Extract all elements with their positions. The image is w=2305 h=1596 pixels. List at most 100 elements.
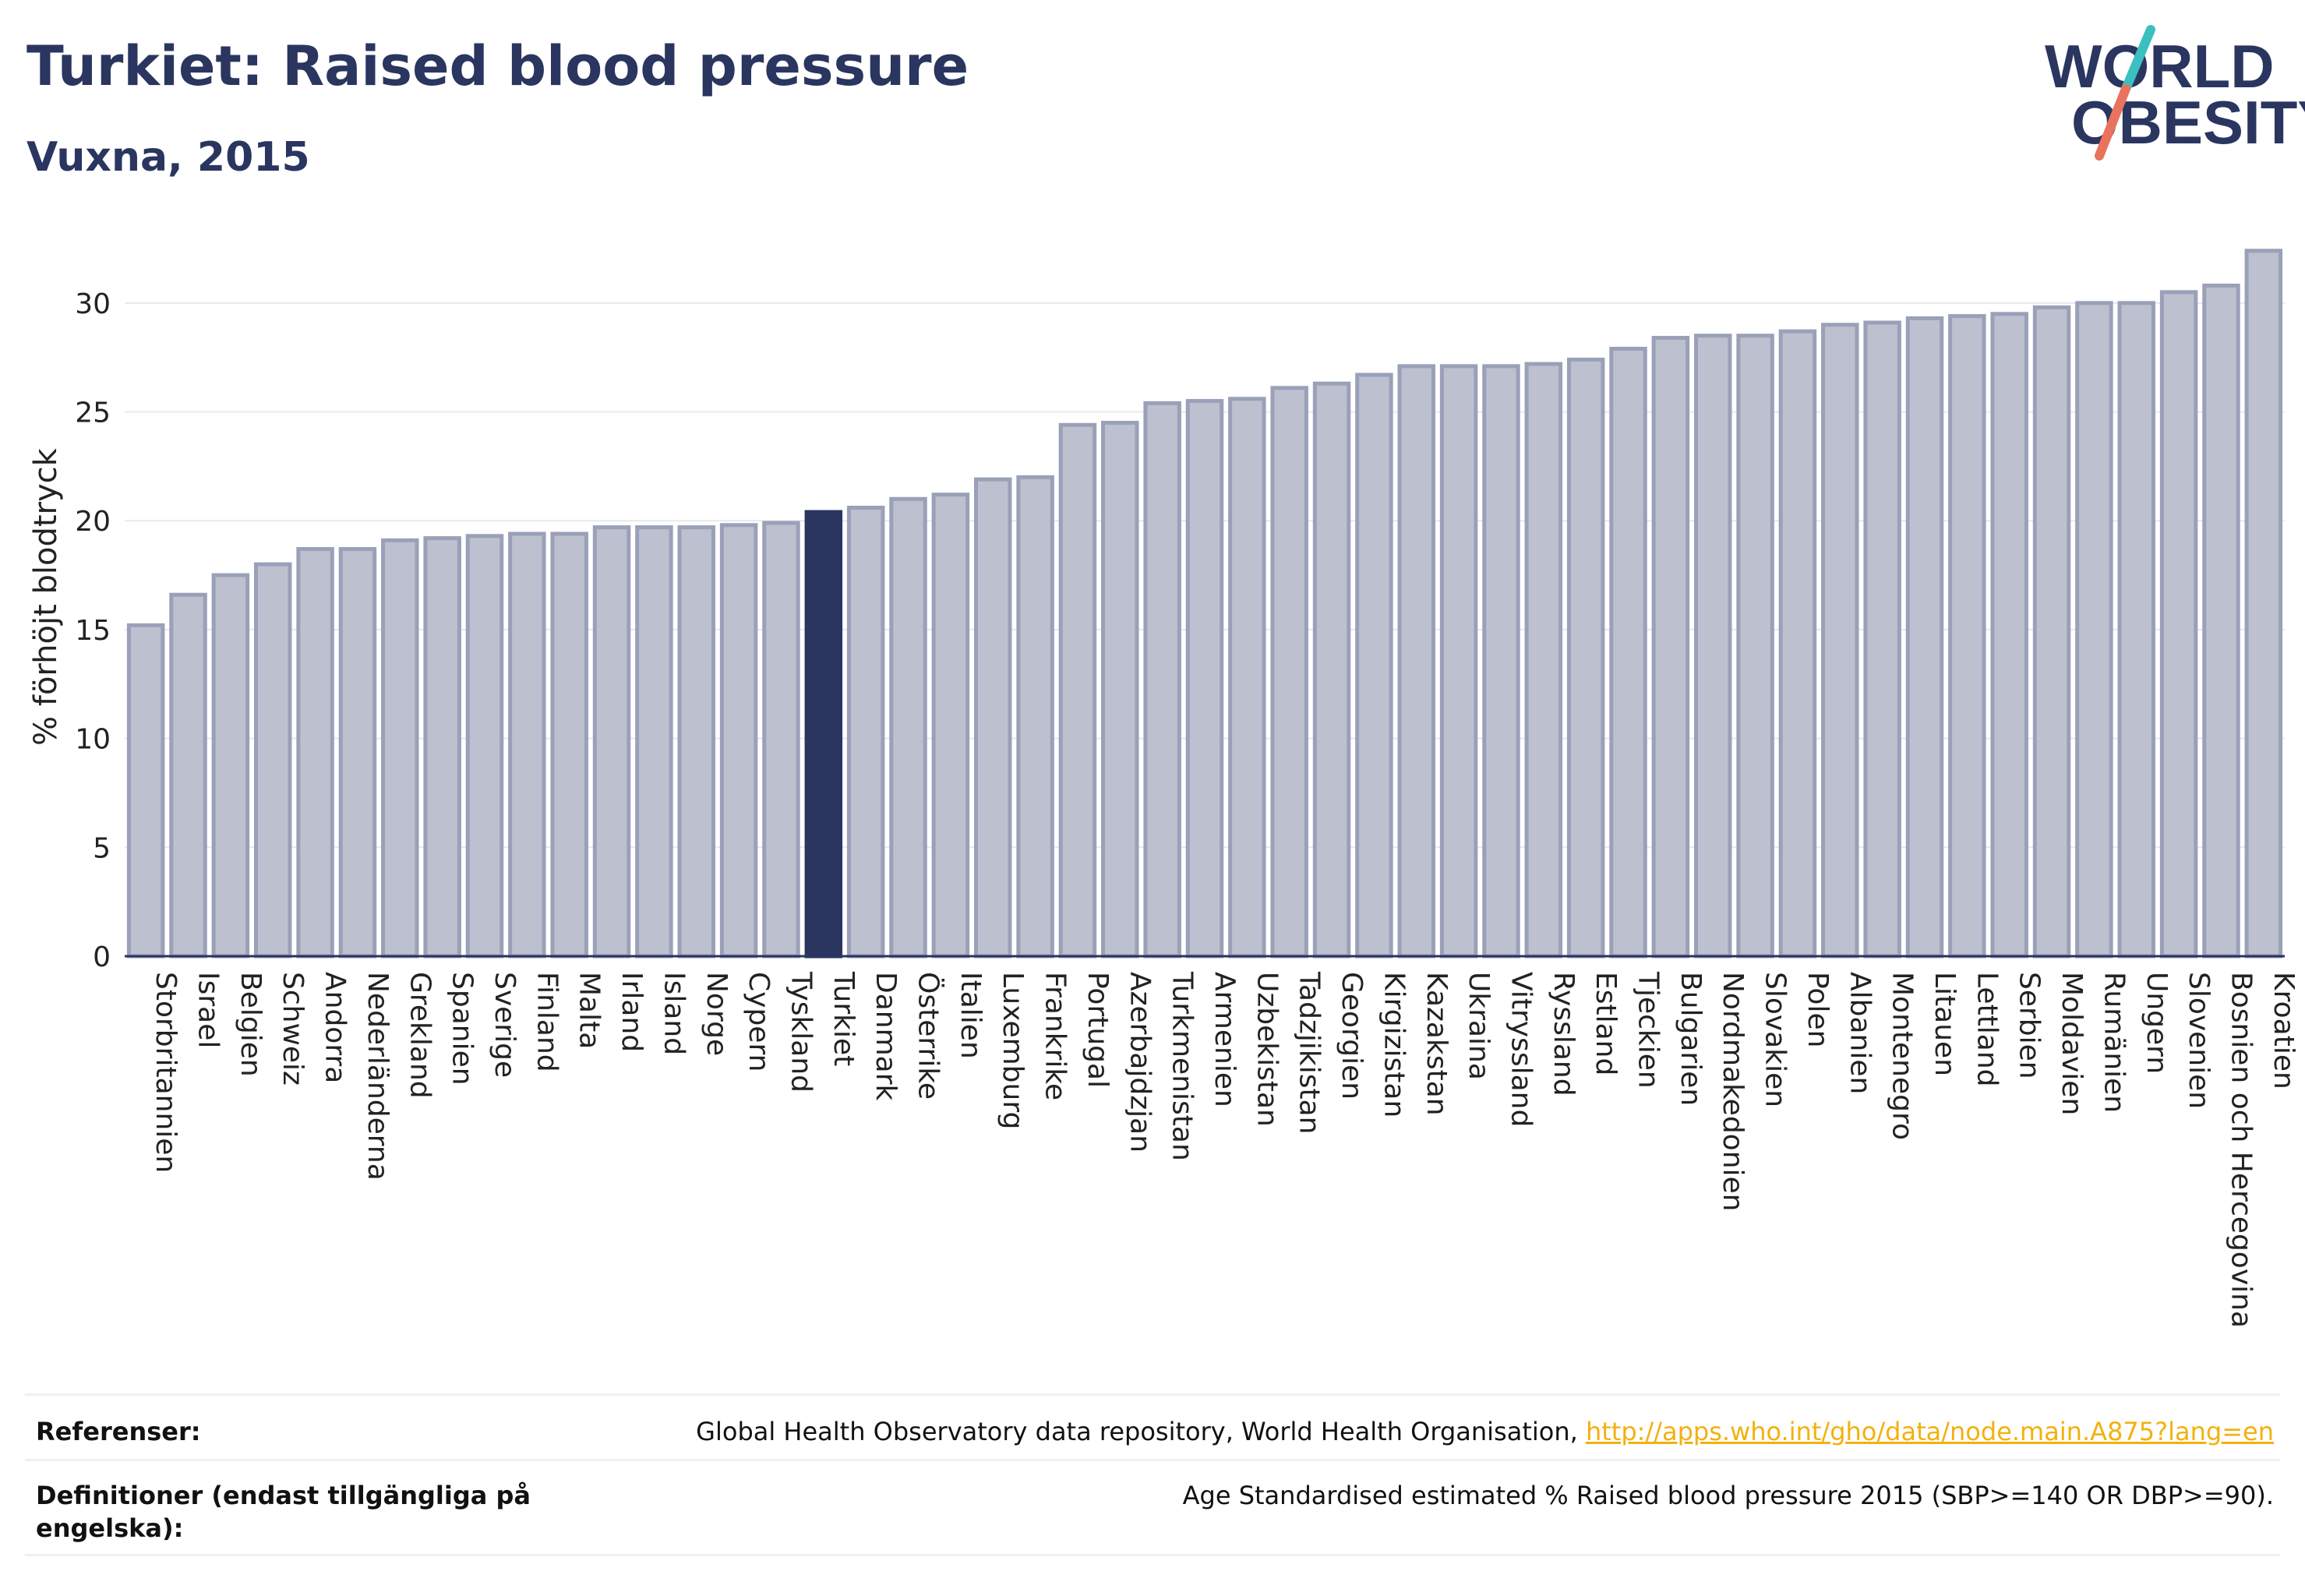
definitions-label: Definitioner (endast tillgängliga på eng…	[36, 1481, 531, 1543]
x-tick-label: Lettland	[1971, 972, 2003, 1087]
x-tick-label: Spanien	[447, 972, 478, 1086]
bar	[931, 493, 970, 959]
bar	[1312, 381, 1351, 959]
x-tick-label: Slovakien	[1760, 972, 1791, 1107]
bar	[338, 547, 377, 959]
y-axis-label: % förhöjt blodtryck	[28, 447, 64, 746]
bar	[1693, 334, 1732, 959]
x-tick-label: Turkmenistan	[1167, 971, 1198, 1161]
bar	[1651, 336, 1690, 959]
x-tick-label: Luxemburg	[997, 972, 1029, 1129]
bar	[1482, 364, 1520, 959]
x-tick-label: Ungern	[2141, 972, 2173, 1074]
bar	[1101, 420, 1139, 959]
x-tick-label: Azerbajdzjan	[1124, 972, 1156, 1153]
references-text: Global Health Observatory data repositor…	[696, 1417, 1586, 1446]
references-link[interactable]: http://apps.who.int/gho/data/node.main.A…	[1585, 1417, 2274, 1446]
bar	[169, 592, 207, 959]
x-tick-label: Finland	[531, 972, 563, 1072]
bar	[381, 538, 419, 959]
x-tick-label: Tjeckien	[1633, 971, 1664, 1089]
bar	[1270, 386, 1308, 959]
x-tick-label: Uzbekistan	[1251, 972, 1283, 1127]
bar	[1397, 364, 1436, 959]
bar	[2032, 305, 2071, 959]
x-tick-label: Ukraina	[1463, 972, 1495, 1080]
bar	[2159, 290, 2198, 959]
x-tick-label: Albanien	[1844, 972, 1876, 1094]
bar	[1016, 475, 1054, 959]
bar	[804, 510, 843, 959]
bar	[2244, 249, 2283, 959]
bar	[253, 562, 292, 959]
references-label: Referenser:	[36, 1417, 201, 1446]
bar	[296, 547, 334, 959]
x-tick-label: Montenegro	[1887, 972, 1918, 1140]
x-tick-label: Danmark	[870, 972, 902, 1101]
page-subtitle: Vuxna, 2015	[26, 134, 310, 181]
x-tick-label: Tadzjikistan	[1294, 971, 1325, 1134]
bar	[423, 536, 461, 959]
y-tick-label: 15	[75, 615, 111, 647]
x-tick-label: Österrike	[912, 972, 945, 1100]
bar	[846, 505, 885, 959]
y-tick-label: 30	[75, 288, 111, 320]
x-tick-label: Israel	[192, 972, 224, 1048]
x-tick-label: Storbritannien	[150, 972, 182, 1173]
bar	[1905, 316, 1944, 959]
bar-chart: 0 5 10 15 20 25 30 Storbritannien Israel Belgien S…	[28, 249, 2300, 1328]
bar	[677, 525, 716, 959]
x-tick-label: Andorra	[319, 972, 351, 1083]
x-tick-label: Ryssland	[1548, 972, 1580, 1096]
bar	[635, 525, 673, 959]
bar	[762, 521, 800, 959]
logo-text-line1: WORLD	[2045, 32, 2275, 101]
divider	[25, 1459, 2280, 1461]
bar	[592, 525, 631, 959]
bar	[2117, 301, 2156, 959]
bar	[1566, 357, 1605, 959]
bar	[1524, 362, 1563, 959]
bar	[1609, 346, 1647, 959]
bar	[465, 534, 504, 959]
divider	[25, 1554, 2280, 1556]
bar	[1185, 399, 1224, 959]
x-tick-label: Bosnien och Hercegovina	[2225, 972, 2257, 1328]
bar	[719, 523, 758, 959]
y-tick-label: 20	[75, 506, 111, 538]
world-obesity-logo: WORLD OBESITY	[2034, 23, 2305, 164]
x-tick-label: Slovenien	[2183, 972, 2215, 1109]
bar	[1778, 329, 1817, 959]
x-tick-label: Bulgarien	[1675, 972, 1707, 1106]
x-tick-label: Rumänien	[2098, 972, 2130, 1113]
x-tick-label: Grekland	[404, 972, 436, 1099]
bar	[1821, 323, 1859, 959]
y-tick-label: 25	[75, 397, 111, 429]
x-tick-label: Kazakstan	[1421, 972, 1453, 1116]
x-tick-label: Frankrike	[1040, 972, 1071, 1100]
x-tick-label: Malta	[574, 972, 605, 1049]
references-value: Global Health Observatory data repositor…	[696, 1415, 2274, 1448]
x-tick-label: Nordmakedonien	[1717, 972, 1749, 1211]
x-tick-label: Polen	[1802, 972, 1834, 1047]
x-tick-label: Turkiet	[828, 971, 860, 1066]
divider	[25, 1393, 2280, 1396]
y-tick-label: 10	[75, 724, 111, 756]
logo-slash-icon	[2095, 25, 2155, 161]
x-tick-label: Serbien	[2014, 972, 2046, 1079]
x-tick-label: Irland	[616, 972, 648, 1052]
x-tick-label: Kroatien	[2268, 972, 2300, 1089]
x-tick-label: Moldavien	[2056, 972, 2088, 1115]
bar	[1863, 320, 1901, 959]
x-tick-label: Cypern	[743, 972, 775, 1072]
x-tick-label: Island	[658, 972, 690, 1055]
x-tick-label: Nederländerna	[362, 972, 394, 1181]
x-tick-label: Schweiz	[277, 972, 309, 1086]
bar	[508, 531, 546, 959]
bar	[1948, 314, 1986, 959]
x-tick-label: Litauen	[1929, 972, 1961, 1076]
x-tick-label: Estland	[1590, 972, 1622, 1075]
x-tick-label: Tyskland	[785, 971, 817, 1093]
y-tick-label: 0	[93, 941, 111, 973]
bar	[1439, 364, 1478, 959]
